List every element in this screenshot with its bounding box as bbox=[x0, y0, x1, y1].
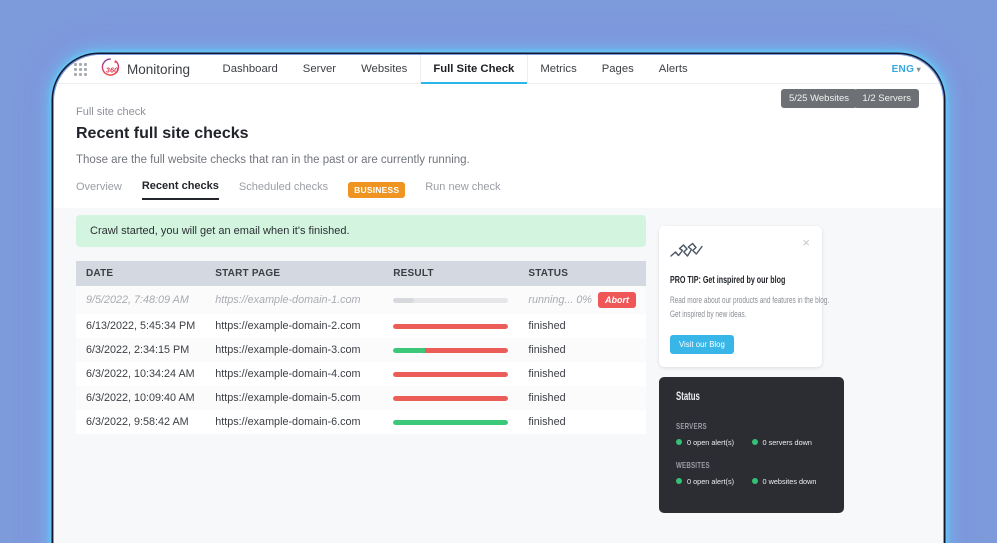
svg-text:360: 360 bbox=[106, 65, 118, 74]
